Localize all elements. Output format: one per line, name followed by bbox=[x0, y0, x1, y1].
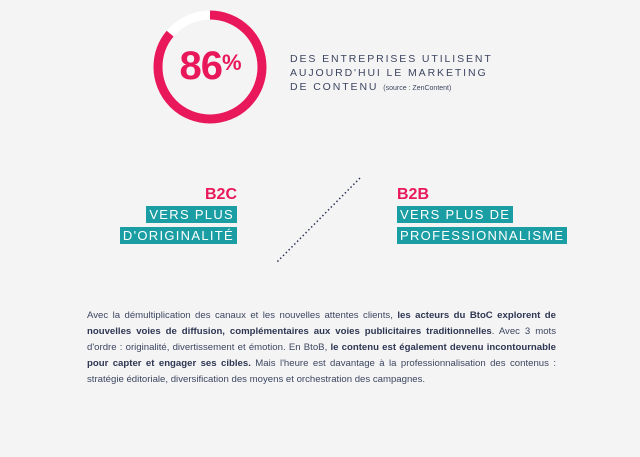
b2b-tag: PROFESSIONNALISME bbox=[397, 227, 568, 244]
b2b-tag: VERS PLUS DE bbox=[397, 206, 514, 223]
text: Avec la démultiplication des canaux et l… bbox=[87, 310, 398, 321]
ring-fill bbox=[153, 10, 267, 124]
stat-line: DES ENTREPRISES UTILISENT bbox=[290, 53, 493, 65]
stat-line: DE CONTENU bbox=[290, 81, 379, 93]
bold-text: le contenu est également devenu incontou… bbox=[87, 342, 556, 369]
b2c-block: B2C VERS PLUS D'ORIGINALITÉ bbox=[119, 186, 237, 244]
stat-number: 86 bbox=[179, 44, 222, 88]
dotted-divider bbox=[276, 177, 361, 263]
b2c-label: B2C bbox=[204, 186, 237, 203]
text: Mais l'heure est davantage à la professi… bbox=[87, 358, 556, 385]
stat-line: AUJOURD'HUI LE MARKETING bbox=[290, 67, 488, 79]
progress-ring bbox=[153, 10, 267, 124]
body-paragraph: Avec la démultiplication des canaux et l… bbox=[87, 308, 556, 388]
bold-text: les acteurs du BtoC explorent de nouvell… bbox=[87, 310, 556, 337]
stat-source: (source : ZenContent) bbox=[383, 85, 452, 92]
b2c-tag: VERS PLUS bbox=[146, 206, 237, 223]
stat-value: 86% bbox=[160, 44, 260, 89]
b2b-block: B2B VERS PLUS DE PROFESSIONNALISME bbox=[397, 186, 568, 244]
b2c-tag: D'ORIGINALITÉ bbox=[119, 227, 237, 244]
stat-description: DES ENTREPRISES UTILISENT AUJOURD'HUI LE… bbox=[290, 52, 493, 96]
b2b-label: B2B bbox=[397, 186, 430, 203]
text: . Avec 3 mots d'ordre : originalité, div… bbox=[87, 326, 556, 353]
stat-unit: % bbox=[221, 50, 242, 75]
